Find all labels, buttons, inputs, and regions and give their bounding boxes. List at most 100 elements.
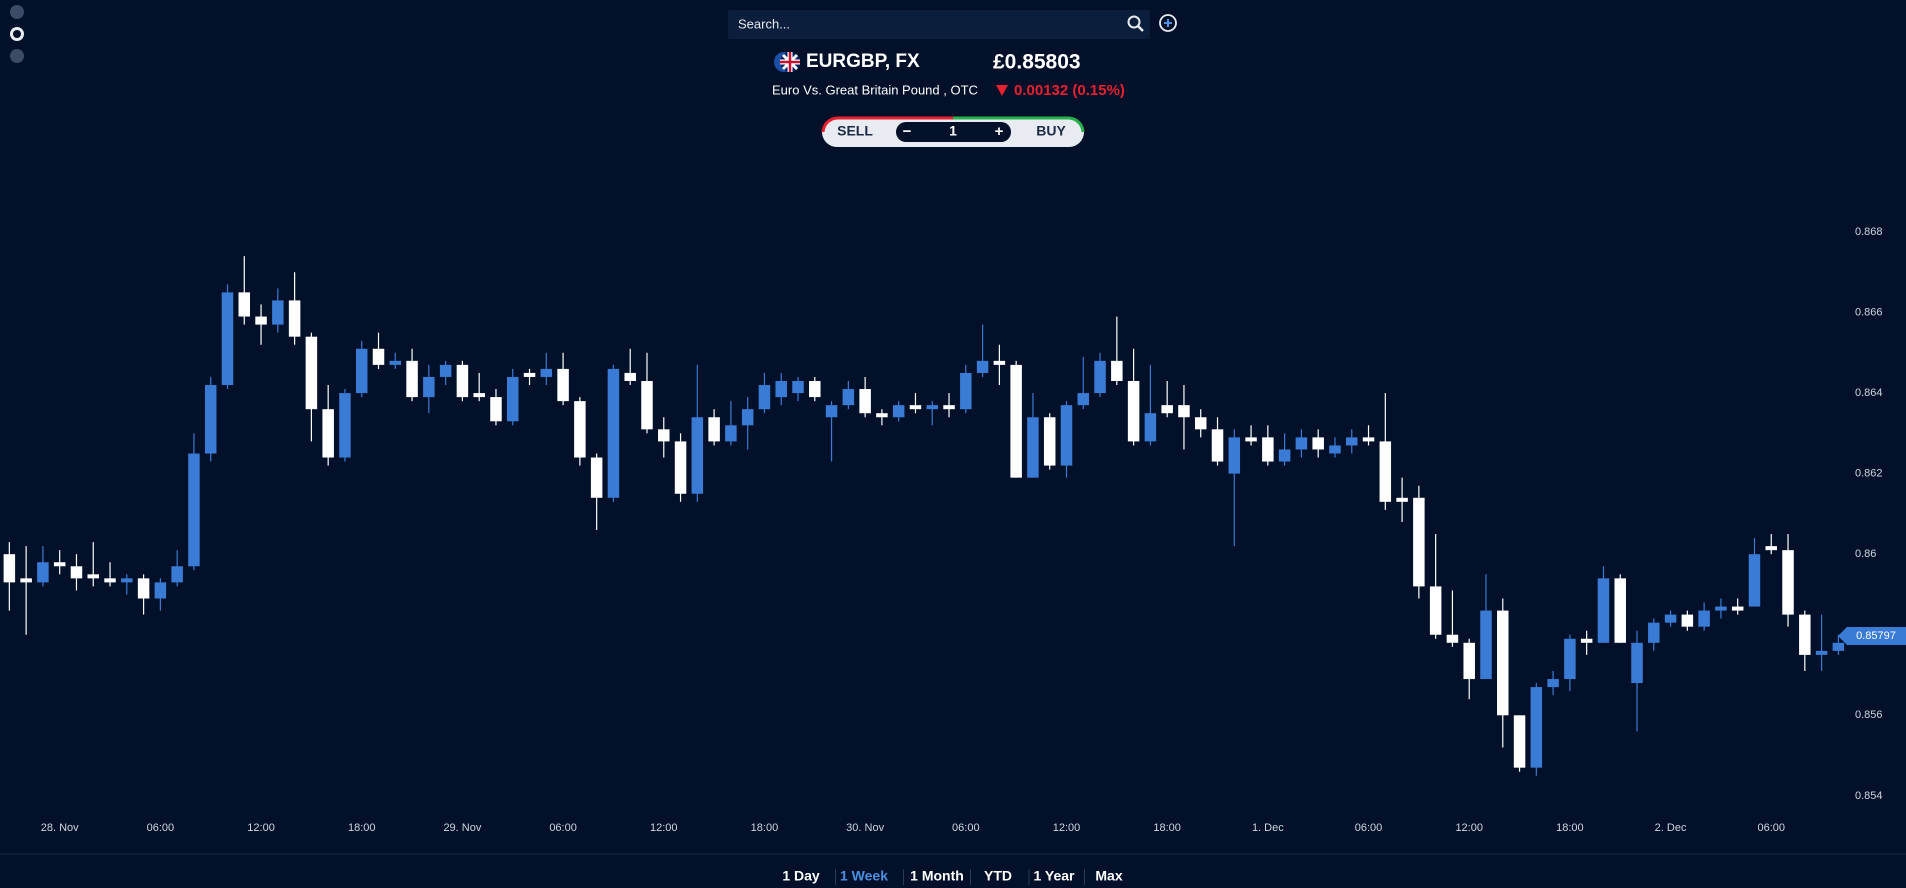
- candle-body: [540, 368, 553, 377]
- candle-body: [456, 364, 469, 398]
- range-button[interactable]: 1 Month: [910, 868, 964, 884]
- candle-body: [1782, 550, 1794, 615]
- candle-body: [53, 562, 66, 567]
- candle-body: [976, 360, 989, 373]
- candle-body: [3, 554, 16, 583]
- candle-body: [20, 578, 32, 583]
- candle-body: [1329, 445, 1341, 454]
- candle-body: [1396, 497, 1408, 502]
- candle-body: [423, 376, 435, 398]
- candle-body: [1648, 622, 1660, 643]
- quantity[interactable]: 1: [949, 123, 957, 139]
- sell-button[interactable]: SELL: [837, 123, 873, 139]
- candle-body: [37, 562, 49, 583]
- symbol: EURGBP, FX: [806, 51, 920, 72]
- candle-body: [1178, 405, 1190, 418]
- candle-body: [389, 360, 402, 365]
- decrease-button[interactable]: −: [903, 123, 912, 140]
- candle-body: [339, 393, 351, 458]
- sell-border: [821, 116, 953, 133]
- candle-body: [1765, 546, 1777, 551]
- candle-body: [825, 405, 838, 418]
- candle-body: [691, 417, 704, 494]
- candle-body: [943, 405, 955, 410]
- tool-icon-inner: [13, 30, 21, 38]
- search-box[interactable]: [728, 10, 1150, 39]
- candle-body: [876, 413, 888, 418]
- candle-body: [87, 574, 99, 579]
- x-tick-label: 30. Nov: [846, 822, 884, 834]
- last-price-marker: [1838, 626, 1906, 645]
- tool-icon[interactable]: [10, 49, 24, 63]
- candle-body: [1446, 634, 1459, 643]
- candle-body: [1614, 578, 1626, 643]
- x-tick-label: 29. Nov: [443, 822, 481, 834]
- quantity-box: [896, 122, 1011, 142]
- range-button[interactable]: 1 Day: [782, 868, 820, 884]
- candle-body: [960, 372, 972, 410]
- candle-body: [221, 292, 234, 386]
- x-tick-label: 12:00: [650, 822, 678, 834]
- range-button[interactable]: YTD: [984, 868, 1012, 884]
- candle-body: [993, 360, 1006, 365]
- range-button[interactable]: 1 Year: [1033, 868, 1075, 884]
- candle-body: [137, 578, 150, 599]
- x-tick-label: 12:00: [1455, 822, 1483, 834]
- range-button[interactable]: 1 Week: [840, 868, 888, 884]
- range-button[interactable]: Max: [1095, 868, 1122, 884]
- buy-button[interactable]: BUY: [1036, 123, 1066, 139]
- candle-body: [708, 417, 720, 442]
- candle-body: [1429, 586, 1442, 635]
- candle-body: [1245, 437, 1257, 442]
- candle-body: [1161, 405, 1173, 414]
- candle-body: [1748, 554, 1761, 607]
- add-button[interactable]: [1159, 14, 1177, 32]
- candle-body: [574, 401, 586, 458]
- candle-body: [1111, 360, 1123, 381]
- candle-body: [473, 393, 485, 398]
- x-tick-label: 1. Dec: [1252, 822, 1284, 834]
- candle-body: [557, 368, 569, 402]
- candle-body: [1077, 393, 1090, 406]
- search-placeholder: Search...: [738, 16, 790, 31]
- candle-body: [1799, 614, 1811, 655]
- candle-body: [1228, 437, 1241, 474]
- candle-body: [741, 409, 754, 426]
- candle-body: [1346, 437, 1358, 446]
- candle-body: [1664, 614, 1677, 623]
- candle-body: [1463, 642, 1475, 680]
- candle-body: [1580, 638, 1593, 643]
- x-tick-label: 12:00: [1053, 822, 1081, 834]
- candle-body: [255, 316, 267, 325]
- x-tick-label: 06:00: [1355, 822, 1383, 834]
- candle-body: [104, 578, 116, 583]
- candle-body: [288, 300, 301, 337]
- candle-body: [1010, 364, 1022, 478]
- candle-body: [171, 566, 183, 583]
- candle-body: [507, 376, 519, 422]
- x-tick-label: 18:00: [348, 822, 376, 834]
- tool-icon[interactable]: [10, 5, 24, 19]
- x-tick-label: 06:00: [549, 822, 577, 834]
- side-toolbar: [10, 5, 24, 63]
- candle-body: [1295, 437, 1308, 450]
- search-icon[interactable]: [1127, 15, 1141, 29]
- candle-body: [1832, 642, 1845, 651]
- candle-body: [758, 385, 771, 410]
- candle-body: [1312, 437, 1324, 450]
- x-tick-label: 18:00: [1556, 822, 1584, 834]
- chart-plot: 0.8540.8560.8580.860.8620.8640.8660.8682…: [3, 226, 1906, 885]
- buy-border: [953, 116, 1085, 133]
- x-tick-label: 18:00: [1153, 822, 1181, 834]
- x-tick-label: 2. Dec: [1655, 822, 1687, 834]
- x-tick-label: 06:00: [952, 822, 980, 834]
- candle-body: [305, 336, 318, 410]
- candle-body: [1564, 638, 1576, 680]
- increase-button[interactable]: +: [995, 123, 1004, 140]
- price-change: 0.00132 (0.15%): [1014, 82, 1125, 99]
- candle-body: [154, 582, 167, 599]
- candle-body: [1597, 578, 1610, 643]
- candle-body: [1094, 360, 1106, 394]
